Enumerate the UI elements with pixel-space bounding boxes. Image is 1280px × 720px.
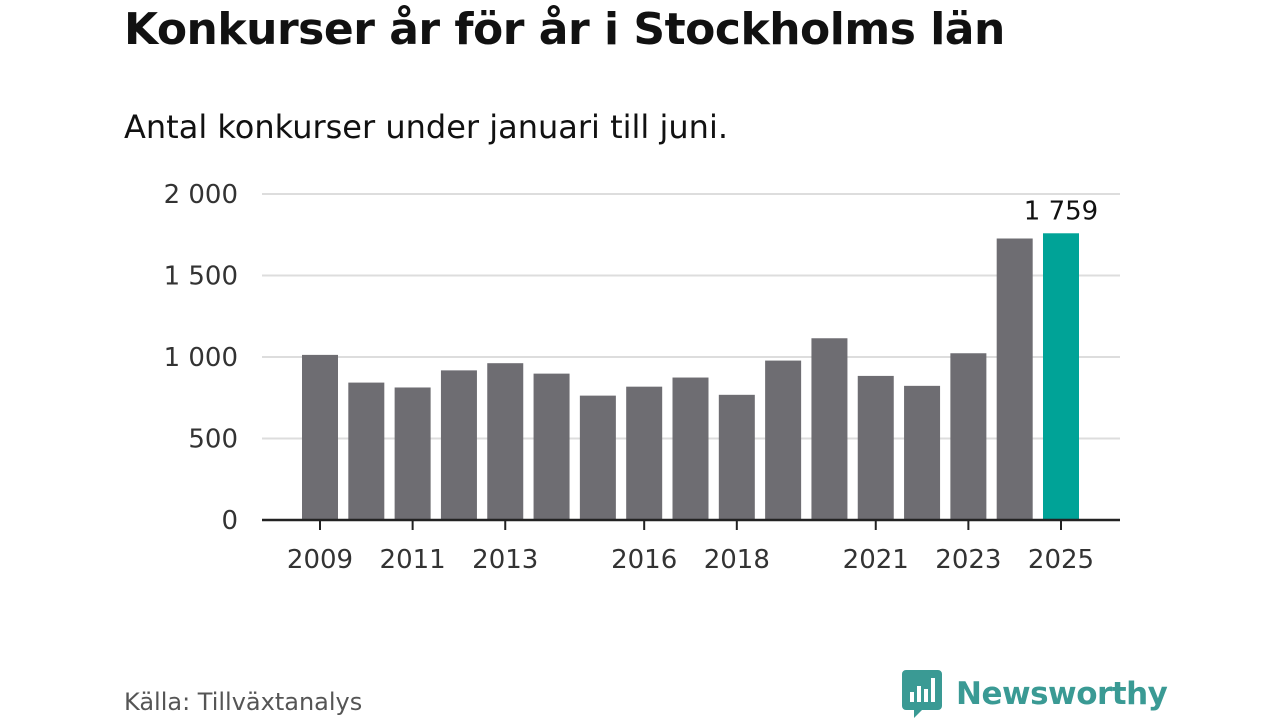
x-tick-label: 2025	[1028, 545, 1094, 575]
bar-2009	[302, 354, 338, 520]
chart-subtitle: Antal konkurser under januari till juni.	[124, 108, 728, 146]
bar-2022	[904, 385, 941, 520]
x-tick-label: 2013	[472, 545, 538, 575]
newsworthy-logo-icon	[902, 670, 942, 718]
x-tick-label: 2021	[843, 545, 909, 575]
bar-2020	[811, 338, 848, 520]
bar-2024	[996, 238, 1033, 520]
y-tick-label: 0	[221, 506, 238, 536]
brand: Newsworthy	[902, 670, 1168, 718]
bar-2010	[348, 382, 385, 520]
bar-2013	[487, 363, 524, 520]
y-axis: 0 500 1 000 1 500 2 000	[164, 180, 238, 536]
x-tick-label: 2023	[935, 545, 1001, 575]
data-label-2025: 1 759	[1024, 196, 1098, 226]
bar-2017	[672, 377, 709, 520]
bar-chart: 0 500 1 000 1 500 2 000 2009 2011 2013 2016 2018…	[164, 180, 1120, 575]
bar-2025	[1043, 233, 1079, 520]
x-axis: 2009 2011 2013 2016 2018 2021 2023 2025	[262, 518, 1120, 575]
bar-2023	[950, 353, 987, 520]
source-note: Källa: Tillväxtanalys	[124, 688, 363, 716]
bar-2021	[857, 375, 894, 520]
bar-2011	[394, 387, 431, 520]
bar-2019	[765, 360, 802, 520]
bar-2018	[718, 394, 755, 520]
x-tick-label: 2009	[287, 545, 353, 575]
bar-2016	[626, 386, 663, 520]
bar-2014	[533, 373, 570, 520]
x-tick-label: 2018	[704, 545, 770, 575]
x-tick-label: 2016	[611, 545, 677, 575]
chart-title: Konkurser år för år i Stockholms län	[124, 4, 1005, 55]
bars	[302, 233, 1079, 520]
y-tick-label: 1 000	[164, 343, 238, 373]
x-tick-label: 2011	[380, 545, 446, 575]
y-tick-label: 500	[188, 425, 238, 455]
brand-name: Newsworthy	[956, 676, 1168, 712]
data-labels: 1 759	[1024, 196, 1098, 226]
bar-2012	[440, 370, 477, 520]
y-tick-label: 2 000	[164, 180, 238, 210]
bar-2015	[579, 395, 616, 520]
y-tick-label: 1 500	[164, 262, 238, 292]
